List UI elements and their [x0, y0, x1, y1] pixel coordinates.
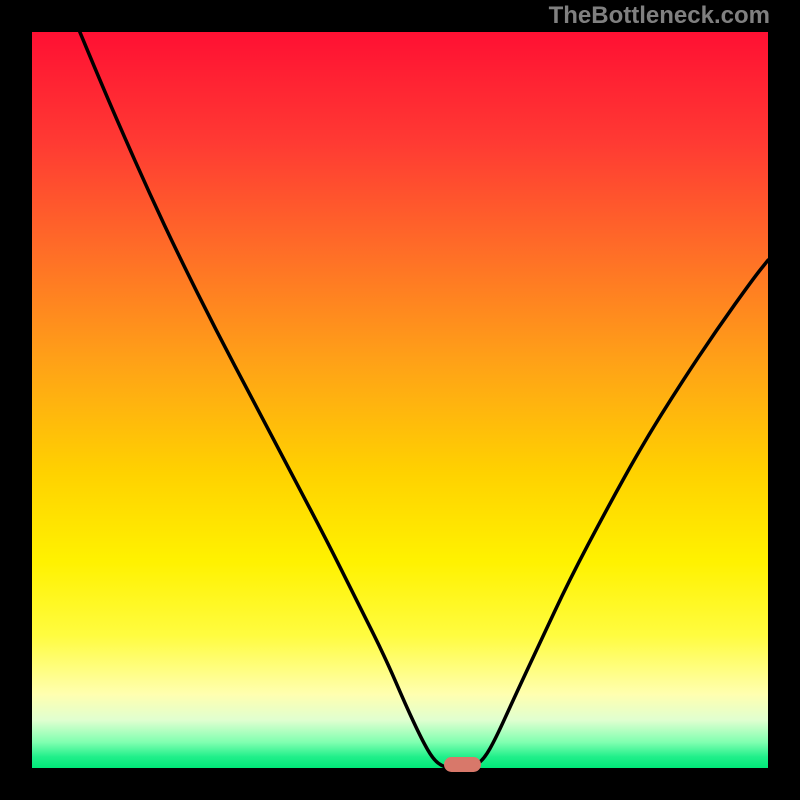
watermark-text: TheBottleneck.com — [549, 2, 770, 30]
plot-area — [32, 32, 768, 768]
bottleneck-curve — [32, 32, 768, 768]
optimal-marker — [444, 757, 481, 772]
chart-canvas: TheBottleneck.com — [0, 0, 800, 800]
